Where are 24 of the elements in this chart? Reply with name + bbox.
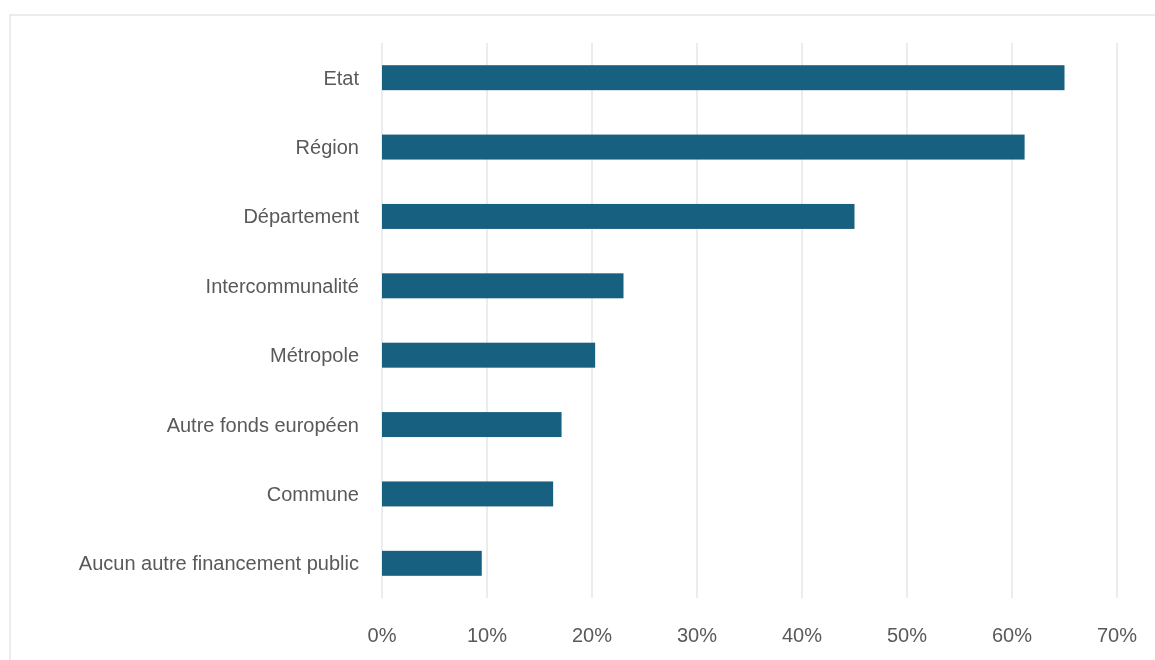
y-tick-label: Métropole [270, 344, 359, 367]
x-tick-label: 50% [886, 624, 928, 646]
x-tick-label: 40% [781, 624, 823, 646]
y-tick-label: Département [243, 205, 360, 228]
bar [382, 342, 596, 368]
x-tick-label: 20% [571, 624, 613, 646]
y-tick-label: Autre fonds européen [166, 413, 359, 436]
x-tick-label: 70% [1096, 624, 1138, 646]
bar [382, 65, 1065, 91]
y-tick-label: Commune [266, 482, 359, 505]
x-tick-label: 60% [991, 624, 1033, 646]
y-tick-label: Etat [323, 66, 360, 89]
bar [382, 134, 1025, 160]
x-tick-label: 30% [676, 624, 718, 646]
bar [382, 550, 482, 576]
y-tick-label: Intercommunalité [205, 274, 359, 297]
bar [382, 273, 624, 299]
bar [382, 203, 855, 229]
x-tick-label: 0% [367, 624, 397, 646]
y-tick-label: Région [295, 136, 359, 159]
x-tick-label: 10% [466, 624, 508, 646]
y-tick-label: Aucun autre financement public [78, 552, 359, 575]
bar [382, 481, 554, 507]
bar [382, 412, 562, 438]
